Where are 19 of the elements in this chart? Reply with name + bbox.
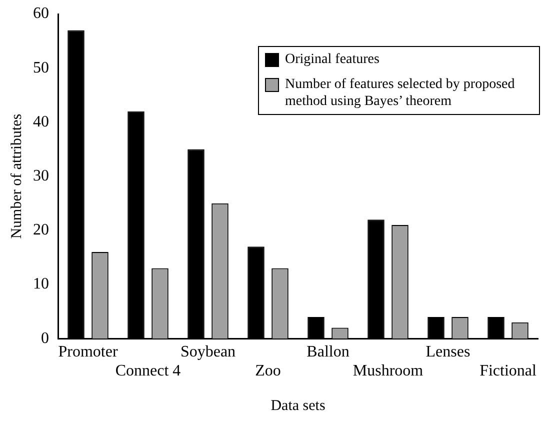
x-tick-label: Ballon: [306, 343, 350, 360]
y-tick-label: 50: [33, 59, 49, 76]
x-tick-label: Promoter: [58, 343, 118, 360]
y-tick-label: 30: [33, 168, 49, 185]
y-tick-label: 60: [33, 5, 49, 22]
x-tick-label: Lenses: [426, 343, 470, 360]
y-tick-label: 40: [33, 113, 49, 130]
x-tick-label: Connect 4: [115, 362, 181, 380]
x-tick-label: Zoo: [255, 362, 281, 380]
y-tick-label: 20: [33, 222, 49, 239]
y-tick-label: 10: [33, 276, 49, 293]
legend-label: Number of features selected by proposed method using Bayes’ theorem: [285, 76, 516, 110]
legend-label: Original features: [285, 51, 380, 68]
y-tick-label: 0: [41, 330, 49, 347]
y-axis-title: Number of attributes: [8, 114, 25, 239]
x-tick-label: Soybean: [180, 343, 236, 360]
x-tick-label: Fictional: [480, 362, 537, 380]
x-tick-label: Mushroom: [352, 362, 424, 380]
x-axis-title: Data sets: [270, 398, 326, 414]
